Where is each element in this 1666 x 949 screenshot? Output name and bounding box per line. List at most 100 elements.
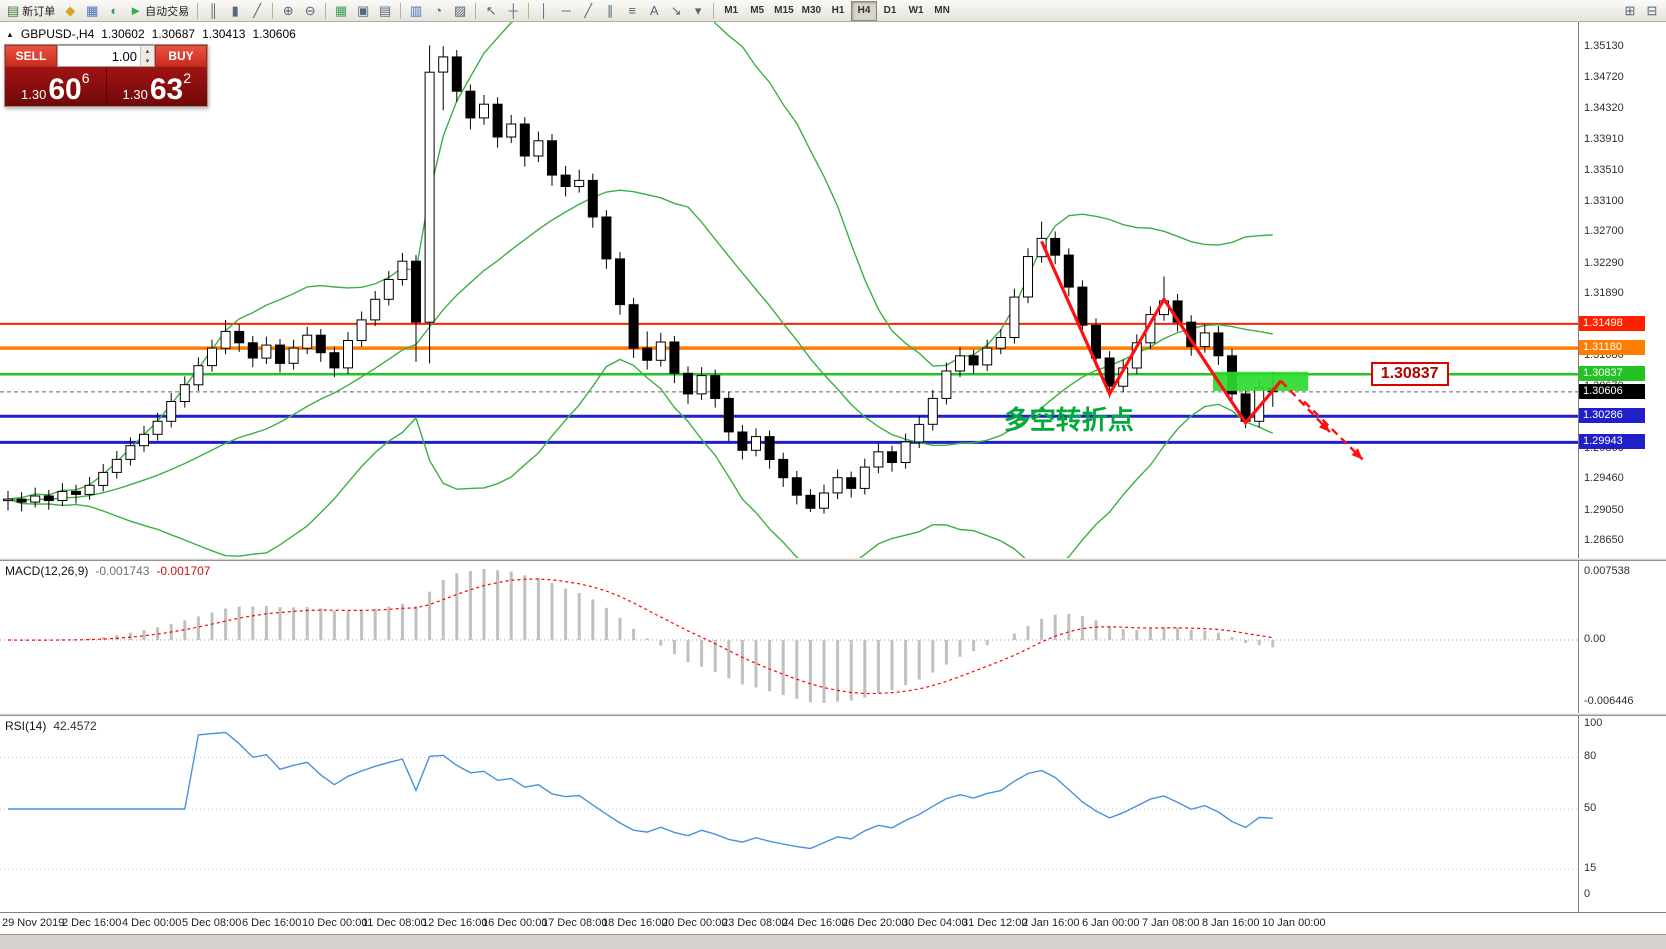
toolbar-separator <box>325 2 327 19</box>
panel-separator[interactable] <box>0 558 1666 561</box>
candlestick-chart-icon: ▮ <box>231 3 239 18</box>
bar-chart-button[interactable]: ║ <box>202 1 224 21</box>
toolbar-separator <box>713 2 715 19</box>
price-callout-label[interactable]: 1.30837 <box>1370 362 1449 387</box>
arrange-windows-button[interactable]: ▣ <box>352 1 374 21</box>
candlestick-chart-button[interactable]: ▮ <box>224 1 246 21</box>
tf-m1-button[interactable]: M1 <box>718 1 744 21</box>
projection-arrow-1[interactable] <box>1303 400 1364 461</box>
metaeditor-button[interactable]: ◆ <box>59 1 81 21</box>
rsi-axis[interactable]: 100 80 50 15 0 <box>1578 716 1666 912</box>
new-order-button[interactable]: ▤ 新订单 <box>3 1 59 21</box>
volume-stepper: ▴ ▾ <box>140 46 154 66</box>
price-tick: 1.33910 <box>1584 133 1624 145</box>
time-axis[interactable]: 29 Nov 2019 2 Dec 16:00 4 Dec 00:00 5 Dec 0… <box>0 912 1666 934</box>
cursor-button[interactable]: ↖ <box>480 1 502 21</box>
shapes-button[interactable]: ▾ <box>687 1 709 21</box>
one-click-trading-panel: SELL ▴ ▾ BUY 1.30 60 6 1.30 63 2 <box>4 44 208 107</box>
crosshair-button[interactable]: ┼ <box>502 1 524 21</box>
market-watch-icon: ▦ <box>86 3 99 18</box>
navigator-button[interactable]: ◐ <box>103 1 125 21</box>
panel-separator[interactable] <box>0 713 1666 716</box>
quote-display[interactable]: 1.30 60 6 1.30 63 2 <box>5 67 207 106</box>
cascade-windows-button[interactable]: ▤ <box>374 1 396 21</box>
fullscreen-button[interactable]: ⊟ <box>1641 1 1663 21</box>
price-chart[interactable]: 多空转折点 <box>0 22 1578 558</box>
tf-d1-button[interactable]: D1 <box>877 1 903 21</box>
market-watch-button[interactable]: ▦ <box>81 1 103 21</box>
macd-histogram <box>20 569 1275 703</box>
fibonacci-icon: ≡ <box>628 3 636 18</box>
rsi-chart[interactable] <box>0 716 1578 912</box>
dock-terminal-button[interactable]: ⊞ <box>1619 1 1641 21</box>
price-tick: 1.29050 <box>1584 503 1624 516</box>
highlight-box[interactable] <box>1213 371 1309 391</box>
zoom-in-button[interactable]: ⊕ <box>277 1 299 21</box>
tf-m15-button[interactable]: M15 <box>770 1 797 21</box>
tf-h1-button[interactable]: H1 <box>825 1 851 21</box>
pivot-annotation-text[interactable]: 多空转折点 <box>1004 405 1134 435</box>
chart-template-button[interactable]: ▨ <box>449 1 471 21</box>
zigzag-trend-arrow[interactable] <box>1040 240 1283 426</box>
sell-button[interactable]: SELL <box>5 45 57 67</box>
time-label: 6 Jan 00:00 <box>1082 917 1140 929</box>
cascade-windows-icon: ▤ <box>379 3 392 18</box>
channel-button[interactable]: ∥ <box>599 1 621 21</box>
time-label: 23 Dec 08:00 <box>722 917 788 929</box>
tf-h1-label: H1 <box>831 5 845 16</box>
tf-m1-label: M1 <box>724 5 739 16</box>
macd-label: MACD(12,26,9) <box>5 564 89 578</box>
volume-up-button[interactable]: ▴ <box>141 46 154 56</box>
chart-symbol-line: ▲ GBPUSD-,H4 1.30602 1.30687 1.30413 1.3… <box>6 27 296 41</box>
vertical-line-button[interactable]: │ <box>533 1 555 21</box>
new-chart-icon: ▥ <box>410 3 423 18</box>
horizontal-line-button[interactable]: ─ <box>555 1 577 21</box>
toolbar-right-group: ⊞ ⊟ <box>1619 1 1663 21</box>
dock-terminal-icon: ⊞ <box>1624 3 1636 18</box>
tf-mn-button[interactable]: MN <box>929 1 955 21</box>
arrows-tool-button[interactable]: ↘ <box>665 1 687 21</box>
price-axis[interactable]: 1.35130 1.34720 1.34320 1.33910 1.33510 1.331… <box>1578 22 1666 558</box>
ohlc-high: 1.30687 <box>151 27 196 41</box>
time-label: 18 Dec 16:00 <box>602 917 668 929</box>
trendline-button[interactable]: ╱ <box>577 1 599 21</box>
line-chart-button[interactable]: ╱ <box>246 1 268 21</box>
arrows-tool-icon: ↘ <box>670 3 682 18</box>
time-label: 2 Jan 16:00 <box>1022 917 1080 929</box>
line-chart-icon: ╱ <box>253 3 262 18</box>
price-tag-1.31498: 1.31498 <box>1579 315 1645 331</box>
fullscreen-icon: ⊟ <box>1646 3 1658 18</box>
price-tag-1.30286: 1.30286 <box>1579 408 1645 424</box>
macd-axis[interactable]: 0.007538 0.00 -0.006446 <box>1578 561 1666 713</box>
new-chart-button[interactable]: ▥ <box>405 1 427 21</box>
window-marker-icon: ▲ <box>6 29 14 39</box>
toolbar-separator <box>272 2 274 19</box>
volume-input[interactable] <box>58 46 140 66</box>
projection-arrow-0[interactable] <box>1280 380 1331 433</box>
text-tool-icon: A <box>649 3 659 18</box>
zoom-in-icon: ⊕ <box>282 3 294 18</box>
volume-down-button[interactable]: ▾ <box>141 56 154 66</box>
time-label: 12 Dec 16:00 <box>422 917 488 929</box>
tf-m30-button[interactable]: M30 <box>798 1 825 21</box>
tile-windows-button[interactable]: ▦ <box>330 1 352 21</box>
toolbar-separator <box>528 2 530 19</box>
bid-price[interactable]: 1.30 60 6 <box>5 67 106 106</box>
tf-h4-button[interactable]: H4 <box>851 0 878 21</box>
bar-chart-icon: ║ <box>208 3 218 18</box>
fibonacci-button[interactable]: ≡ <box>621 1 643 21</box>
time-label: 5 Dec 08:00 <box>182 917 242 929</box>
ohlc-close: 1.30606 <box>252 27 296 41</box>
time-label: 8 Jan 16:00 <box>1202 917 1260 929</box>
zoom-out-button[interactable]: ⊖ <box>299 1 321 21</box>
ask-price[interactable]: 1.30 63 2 <box>105 67 208 106</box>
chart-template-icon: ▨ <box>454 3 467 18</box>
tf-m5-button[interactable]: M5 <box>744 1 770 21</box>
toolbar-separator <box>197 2 199 19</box>
chart-period-button[interactable]: ◔ <box>427 1 449 21</box>
autotrading-button[interactable]: ► 自动交易 <box>125 1 193 21</box>
tf-w1-button[interactable]: W1 <box>903 1 929 21</box>
buy-button[interactable]: BUY <box>155 45 207 67</box>
text-tool-button[interactable]: A <box>643 1 665 21</box>
macd-chart[interactable] <box>0 561 1578 713</box>
